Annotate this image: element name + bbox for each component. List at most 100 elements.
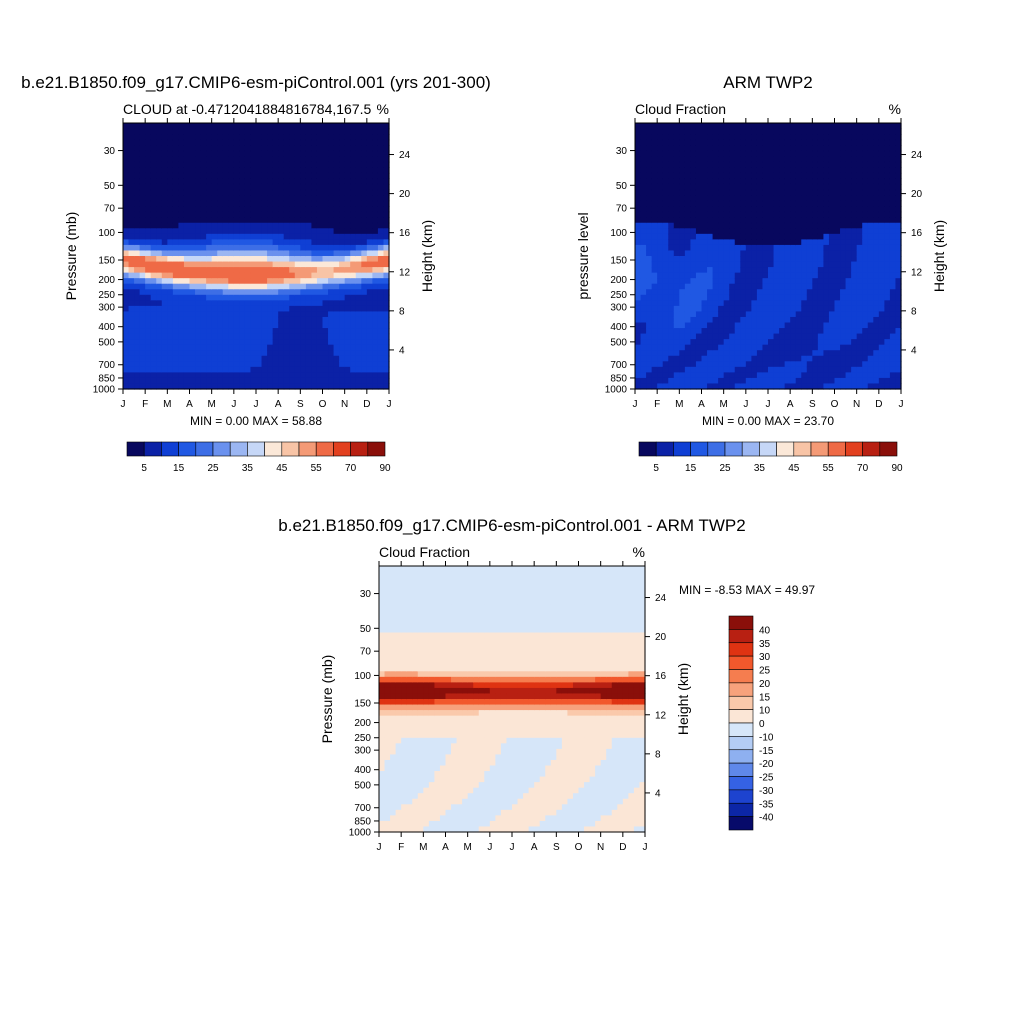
- contour-cell: [768, 239, 775, 246]
- contour-cell: [801, 161, 808, 168]
- contour-cell: [873, 200, 880, 207]
- contour-cell: [172, 283, 180, 290]
- contour-cell: [806, 383, 813, 390]
- contour-cell: [322, 272, 329, 279]
- contour-cell: [322, 372, 329, 379]
- contour-cell: [745, 167, 752, 174]
- contour-cell: [150, 366, 157, 373]
- contour-cell: [178, 372, 185, 379]
- contour-cell: [756, 211, 764, 218]
- y-tick-label: 850: [98, 373, 115, 384]
- contour-cell: [377, 333, 385, 340]
- contour-cell: [751, 145, 758, 152]
- contour-cell: [244, 344, 252, 351]
- contour-cell: [128, 272, 135, 279]
- contour-cell: [878, 183, 885, 191]
- contour-cell: [383, 172, 390, 180]
- contour-cell: [895, 178, 902, 185]
- contour-cell: [366, 256, 373, 263]
- contour-cell: [762, 344, 769, 351]
- contour-cell: [233, 316, 240, 324]
- contour-cell: [316, 211, 324, 218]
- contour-cell: [206, 316, 213, 324]
- contour-cell: [239, 217, 246, 224]
- contour-cell: [167, 211, 174, 218]
- contour-cell: [390, 604, 397, 611]
- contour-cell: [172, 244, 180, 252]
- contour-cell: [651, 172, 658, 180]
- contour-cell: [123, 145, 130, 152]
- contour-cell: [272, 339, 279, 346]
- contour-cell: [244, 211, 252, 218]
- contour-cell: [206, 183, 213, 191]
- contour-cell: [189, 361, 196, 368]
- contour-cell: [390, 804, 397, 811]
- panel-model: b.e21.B1850.f09_g17.CMIP6-esm-piControl.…: [21, 73, 491, 474]
- contour-cell: [889, 156, 897, 163]
- contour-cell: [823, 283, 830, 290]
- contour-cell: [161, 305, 168, 313]
- contour-cell: [662, 272, 669, 279]
- contour-cell: [651, 344, 658, 351]
- contour-cell: [745, 134, 752, 141]
- contour-cell: [707, 339, 714, 346]
- contour-cell: [384, 793, 391, 800]
- contour-cell: [283, 239, 290, 246]
- contour-cell: [134, 211, 141, 218]
- contour-cell: [311, 217, 318, 224]
- contour-cell: [361, 350, 368, 357]
- contour-cell: [673, 344, 680, 351]
- colorbar-box: [212, 441, 231, 457]
- contour-cell: [812, 161, 819, 168]
- contour-cell: [751, 294, 758, 301]
- contour-cell: [673, 206, 680, 213]
- contour-cell: [707, 183, 714, 191]
- contour-cell: [640, 278, 647, 285]
- contour-cell: [272, 355, 279, 362]
- contour-cell: [261, 333, 268, 340]
- contour-cell: [355, 244, 362, 252]
- contour-cell: [233, 322, 240, 329]
- contour-cell: [233, 228, 240, 235]
- contour-cell: [635, 139, 642, 146]
- contour-cell: [278, 350, 285, 357]
- contour-cell: [211, 267, 218, 274]
- contour-cell: [294, 305, 301, 313]
- contour-cell: [779, 195, 786, 202]
- contour-cell: [773, 222, 780, 229]
- contour-cell: [344, 278, 351, 285]
- contour-cell: [183, 183, 191, 191]
- contour-cell: [339, 283, 346, 290]
- contour-cell: [355, 294, 362, 301]
- contour-cell: [156, 366, 163, 373]
- contour-cell: [350, 183, 357, 191]
- contour-cell: [651, 156, 658, 163]
- contour-cell: [383, 377, 390, 385]
- contour-cell: [239, 244, 246, 252]
- contour-cell: [790, 156, 797, 163]
- contour-cell: [239, 311, 246, 318]
- contour-cell: [779, 300, 786, 307]
- contour-cell: [390, 771, 397, 778]
- contour-cell: [635, 328, 642, 335]
- x-tick-label: M: [207, 399, 215, 410]
- contour-cell: [355, 206, 362, 213]
- contour-cell: [145, 161, 152, 168]
- contour-cell: [222, 239, 229, 246]
- contour-cell: [878, 156, 885, 163]
- contour-cell: [366, 278, 373, 285]
- contour-cell: [355, 328, 362, 335]
- contour-cell: [361, 145, 368, 152]
- contour-cell: [845, 222, 852, 229]
- contour-cell: [311, 250, 318, 257]
- contour-cell: [244, 377, 252, 385]
- contour-cell: [806, 311, 813, 318]
- contour-cell: [679, 372, 686, 379]
- contour-cell: [283, 278, 290, 285]
- colorbar-label: 15: [685, 463, 697, 474]
- contour-cell: [161, 161, 168, 168]
- contour-cell: [239, 278, 246, 285]
- contour-cell: [217, 128, 224, 135]
- contour-cell: [640, 361, 647, 368]
- contour-cell: [228, 178, 235, 185]
